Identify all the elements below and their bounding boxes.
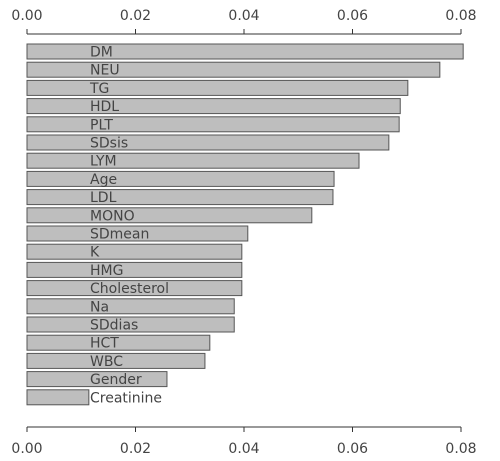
bar-label: Age bbox=[90, 172, 117, 188]
x-tick-label: 0.08 bbox=[445, 441, 476, 457]
x-tick-label: 0.02 bbox=[120, 441, 151, 457]
x-tick-label: 0.08 bbox=[445, 8, 476, 24]
bar bbox=[26, 79, 409, 96]
bar bbox=[26, 298, 235, 315]
bar bbox=[26, 225, 249, 242]
bar-label: Gender bbox=[90, 372, 142, 388]
bar bbox=[26, 134, 390, 151]
bar-label: SDmean bbox=[90, 227, 149, 243]
x-tick-label: 0.06 bbox=[337, 8, 368, 24]
bar-label: LYM bbox=[90, 154, 117, 170]
bar-label: HMG bbox=[90, 263, 123, 279]
bar bbox=[26, 280, 243, 297]
bar bbox=[26, 316, 235, 333]
bar-label: DM bbox=[90, 45, 113, 61]
bar bbox=[26, 189, 334, 206]
bar bbox=[26, 170, 335, 187]
bar-label: Cholesterol bbox=[90, 281, 169, 297]
bar-label: HDL bbox=[90, 99, 119, 115]
bar bbox=[26, 152, 360, 169]
bar bbox=[26, 61, 441, 78]
x-tick-label: 0.06 bbox=[337, 441, 368, 457]
bar bbox=[26, 98, 401, 115]
bar bbox=[26, 389, 90, 406]
bar bbox=[26, 261, 243, 278]
bar-label: NEU bbox=[90, 63, 120, 79]
x-tick-label: 0.04 bbox=[228, 441, 259, 457]
bar-label: Creatinine bbox=[90, 390, 162, 406]
x-tick-label: 0.00 bbox=[11, 8, 42, 24]
x-tick-label: 0.02 bbox=[120, 8, 151, 24]
bar-label: PLT bbox=[90, 117, 113, 133]
bar-label: WBC bbox=[90, 354, 123, 370]
x-tick-label: 0.00 bbox=[11, 441, 42, 457]
bar-label: SDdias bbox=[90, 318, 138, 334]
bar-label: TG bbox=[89, 81, 109, 97]
bar-label: MONO bbox=[90, 208, 135, 224]
bar bbox=[26, 334, 211, 351]
bar-label: Na bbox=[90, 299, 109, 315]
bar bbox=[26, 243, 243, 260]
bar bbox=[26, 116, 400, 133]
bar bbox=[26, 43, 464, 60]
x-tick-label: 0.04 bbox=[228, 8, 259, 24]
bar bbox=[26, 352, 206, 369]
bar bbox=[26, 371, 168, 388]
bar-label: LDL bbox=[90, 190, 117, 206]
bar-label: K bbox=[90, 245, 100, 261]
bar-label: SDsis bbox=[90, 136, 128, 152]
bar bbox=[26, 207, 313, 224]
bar-label: HCT bbox=[90, 336, 119, 352]
